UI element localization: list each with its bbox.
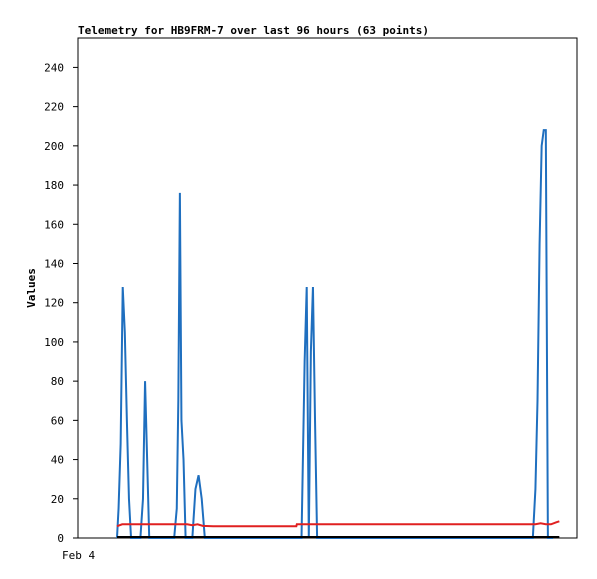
- y-tick-label: 0: [57, 532, 64, 545]
- y-tick-label: 160: [44, 218, 64, 231]
- y-tick-label: 240: [44, 61, 64, 74]
- y-axis-ticks: 0 20 40 60 80 100 120 140 160 180 200 220 240: [44, 61, 78, 545]
- y-tick-label: 220: [44, 101, 64, 114]
- series-line-series2: [116, 520, 560, 528]
- y-tick-label: 100: [44, 336, 64, 349]
- y-tick-label: 80: [51, 375, 64, 388]
- x-tick-label: Feb 4: [62, 549, 95, 562]
- y-axis-label: Values: [25, 268, 38, 308]
- series-group: [115, 129, 560, 539]
- chart-title: Telemetry for HB9FRM-7 over last 96 hour…: [78, 24, 429, 37]
- y-tick-label: 140: [44, 257, 64, 270]
- y-tick-label: 180: [44, 179, 64, 192]
- y-tick-label: 60: [51, 414, 64, 427]
- plot-area: [77, 37, 578, 539]
- y-tick-label: 20: [51, 493, 64, 506]
- x-axis-ticks: Feb 4: [62, 549, 95, 562]
- y-tick-label: 40: [51, 454, 64, 467]
- y-tick-label: 200: [44, 140, 64, 153]
- y-tick-label: 120: [44, 297, 64, 310]
